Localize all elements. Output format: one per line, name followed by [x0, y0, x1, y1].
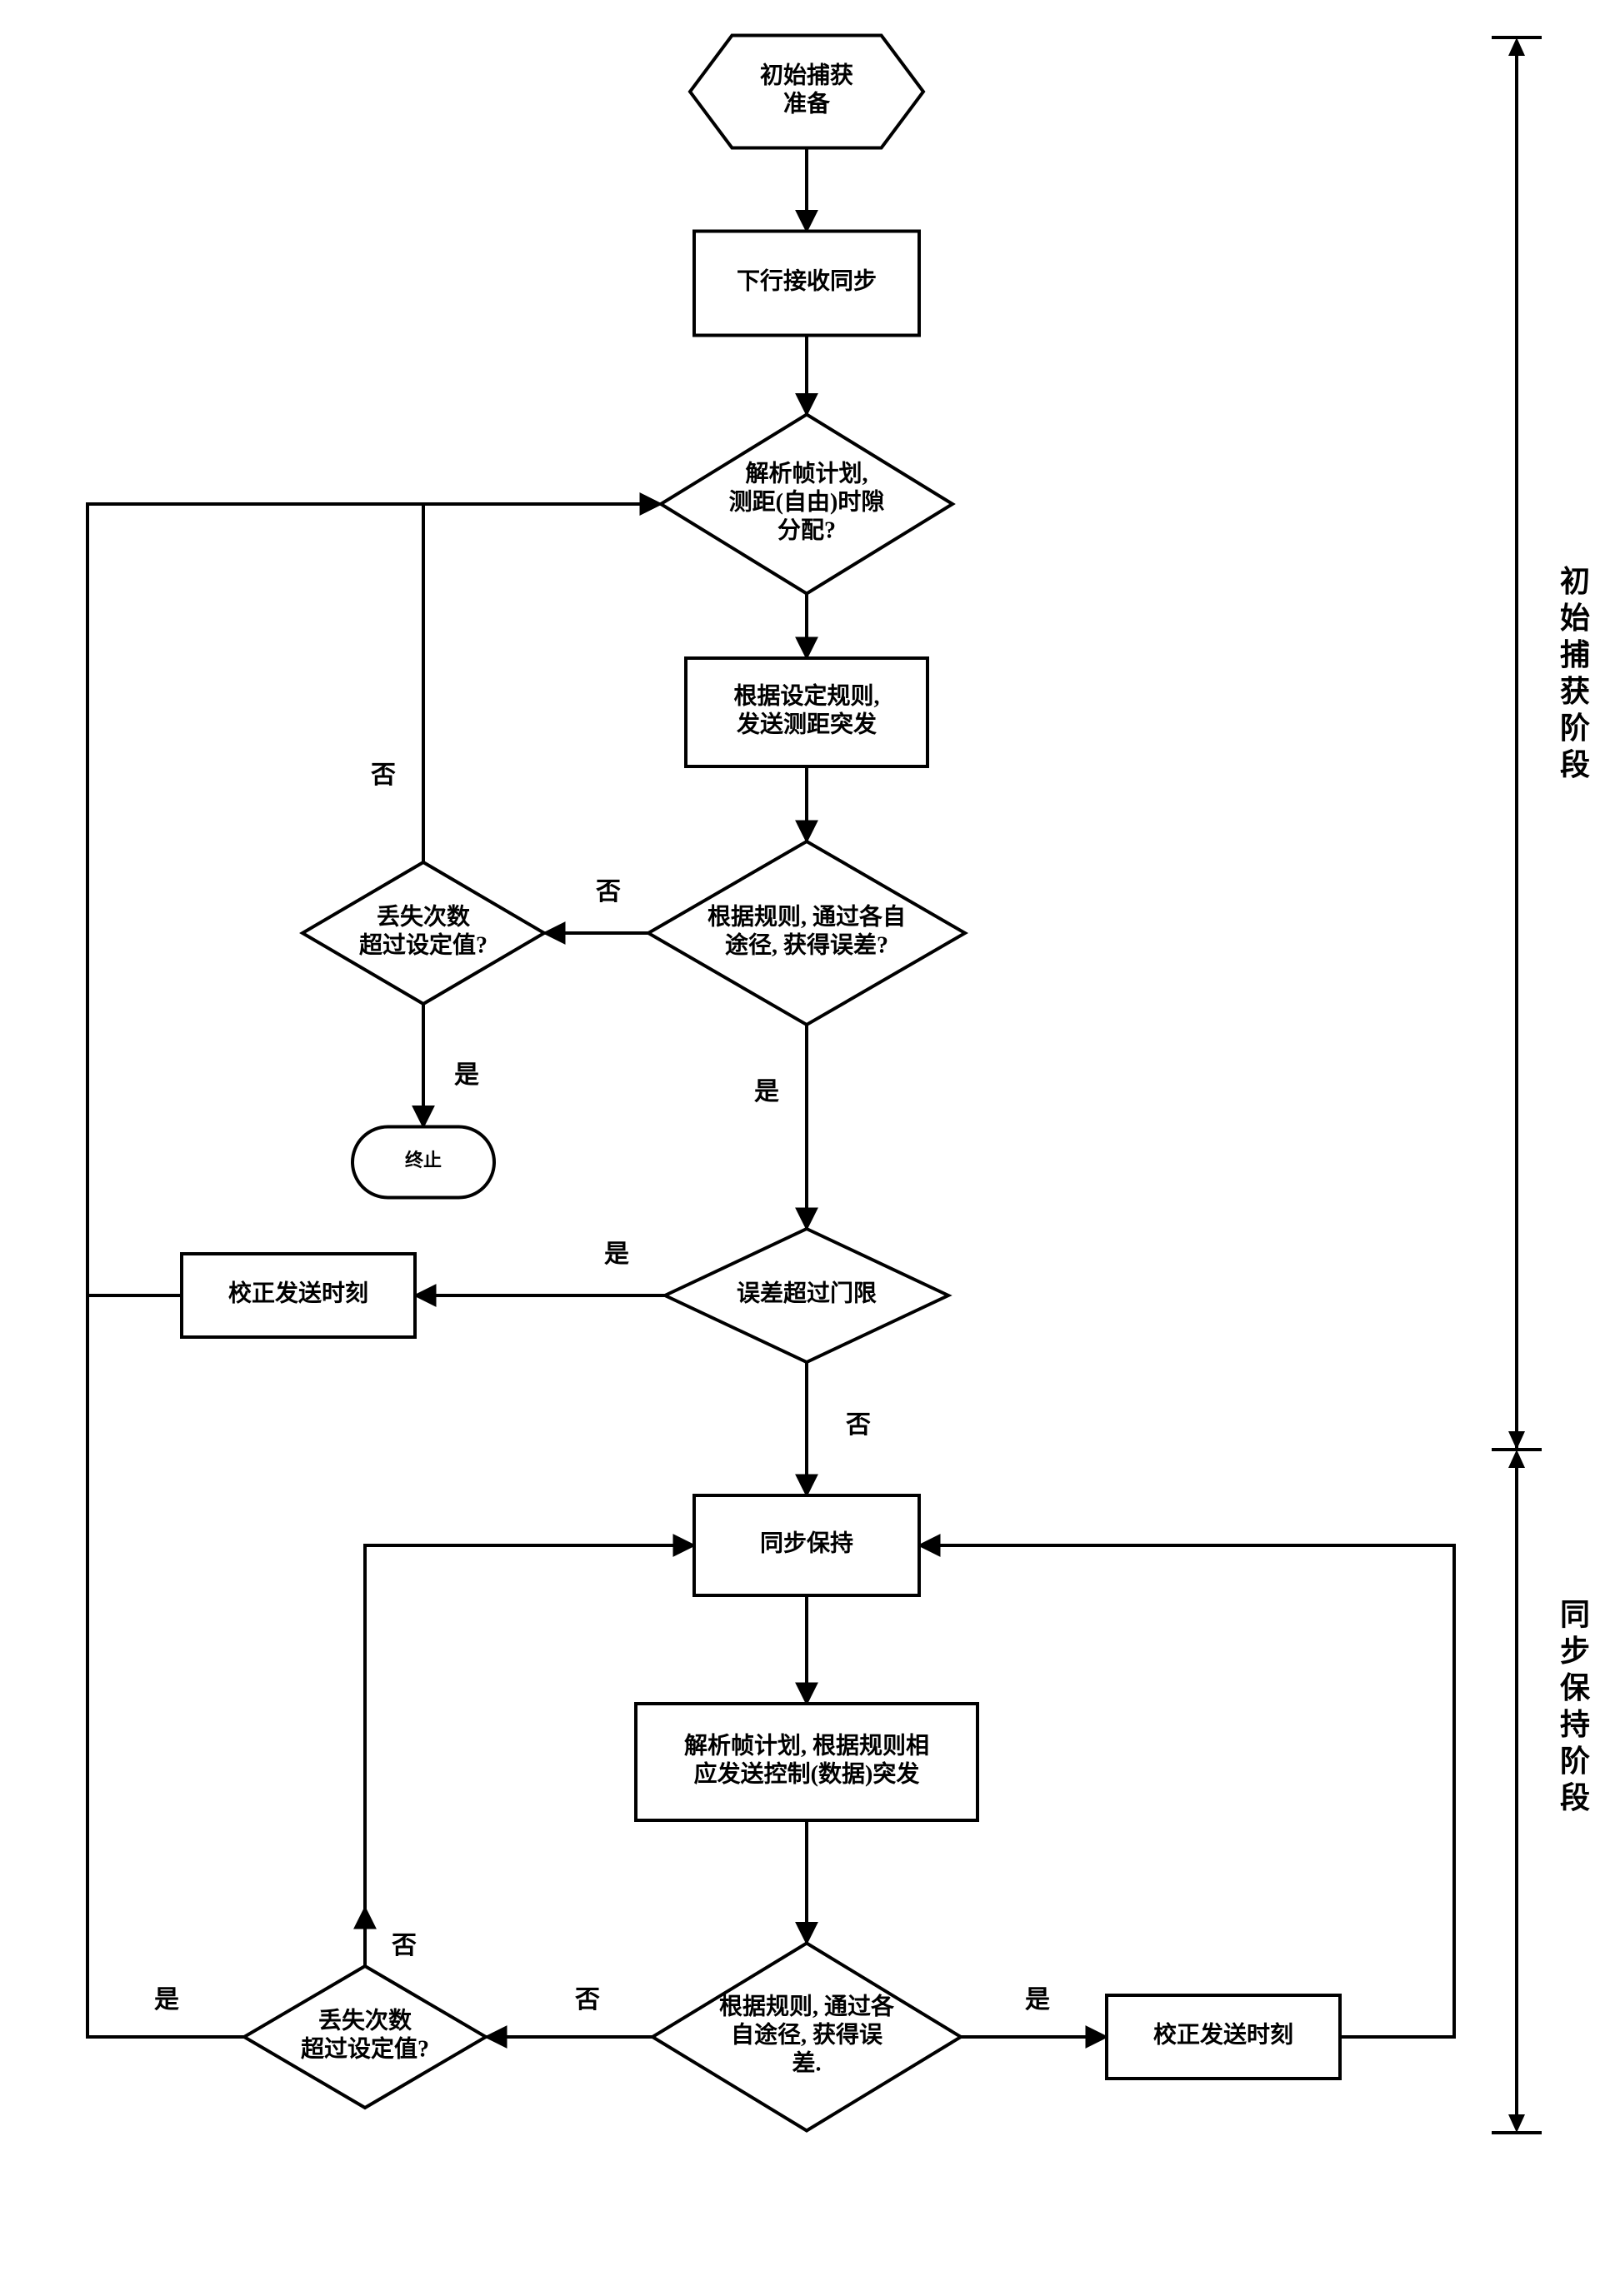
node-n12-line-2: 差. [792, 2049, 821, 2076]
node-n1-line-0: 初始捕获 [760, 62, 853, 88]
node-n7-line-0: 终止 [405, 1150, 442, 1170]
node-n4-line-1: 发送测距突发 [736, 710, 877, 737]
node-n3-line-1: 测距(自由)时隙 [729, 488, 885, 515]
node-n2: 下行接收同步 [694, 232, 919, 336]
poly-edge-label-3: 否 [392, 1932, 417, 1959]
phase-label-phase1-4: 阶 [1560, 711, 1590, 745]
phase-label-phase1-5: 段 [1560, 748, 1590, 781]
phase-label-phase1-2: 捕 [1560, 638, 1590, 671]
node-n13: 丢失次数超过设定值? [244, 1966, 486, 2108]
phase-label-phase2-1: 步 [1560, 1635, 1590, 1668]
node-n11-line-1: 应发送控制(数据)突发 [694, 1759, 920, 1787]
edge-label-12: 否 [575, 1986, 600, 2014]
poly-edge-label-5: 是 [154, 1986, 179, 2014]
node-n6: 丢失次数超过设定值? [302, 862, 544, 1004]
phase-arrow-mid-up [1508, 1431, 1525, 1450]
node-n13-line-0: 丢失次数 [318, 2007, 412, 2034]
phase-label-phase2-0: 同 [1560, 1598, 1590, 1631]
node-n12-line-1: 自途径, 获得误 [731, 2020, 883, 2048]
poly-edge-0 [423, 504, 661, 862]
node-n3-line-0: 解析帧计划, [745, 460, 868, 487]
edge-label-6: 是 [754, 1078, 779, 1106]
node-n1-line-1: 准备 [783, 90, 831, 117]
phase-arrow-mid-down [1508, 1450, 1525, 1468]
phase-label-phase1-1: 始 [1560, 601, 1590, 635]
edge-label-11: 是 [1025, 1986, 1050, 2014]
node-n8: 误差超过门限 [665, 1229, 948, 1362]
node-n4-line-0: 根据设定规则, [733, 681, 879, 709]
phase-label-phase1-0: 初 [1560, 565, 1590, 598]
node-n14: 校正发送时刻 [1107, 1995, 1340, 2079]
phase-arrow-top [1508, 37, 1525, 56]
node-n5: 根据规则, 通过各自途径, 获得误差? [648, 841, 965, 1025]
node-n3: 解析帧计划,测距(自由)时隙分配? [661, 415, 952, 594]
node-n10-line-0: 同步保持 [760, 1530, 853, 1556]
node-n9-line-0: 校正发送时刻 [228, 1279, 368, 1306]
node-n10: 同步保持 [694, 1495, 919, 1595]
node-n13-line-1: 超过设定值? [301, 2034, 429, 2062]
node-n14-line-0: 校正发送时刻 [1153, 2020, 1293, 2048]
node-n12: 根据规则, 通过各自途径, 获得误差. [652, 1944, 961, 2131]
node-n3-line-2: 分配? [778, 517, 836, 543]
node-n9: 校正发送时刻 [182, 1254, 415, 1337]
node-n6-line-0: 丢失次数 [377, 903, 471, 930]
node-n5-line-1: 途径, 获得误差? [725, 931, 888, 958]
poly-edge-2 [919, 1545, 1454, 2037]
phase-label-phase1-3: 获 [1560, 675, 1590, 708]
poly-edge-label-0: 否 [371, 761, 396, 789]
edge-label-4: 否 [596, 878, 621, 906]
node-n4: 根据设定规则,发送测距突发 [686, 658, 928, 766]
phase-label-phase2-3: 持 [1560, 1708, 1590, 1741]
node-n5-line-0: 根据规则, 通过各自 [708, 902, 906, 930]
node-n12-line-0: 根据规则, 通过各 [719, 1992, 895, 2019]
node-n2-line-0: 下行接收同步 [737, 267, 877, 294]
edge-label-7: 是 [604, 1240, 629, 1268]
node-n6-line-1: 超过设定值? [359, 931, 488, 958]
node-n11-line-0: 解析帧计划, 根据规则相 [684, 1732, 929, 1759]
edge-label-8: 否 [846, 1411, 871, 1439]
edge-label-5: 是 [454, 1061, 479, 1089]
node-n8-line-0: 误差超过门限 [737, 1279, 877, 1306]
node-n11: 解析帧计划, 根据规则相应发送控制(数据)突发 [636, 1704, 978, 1820]
phase-label-phase2-5: 段 [1560, 1781, 1590, 1814]
node-n7: 终止 [352, 1127, 494, 1198]
node-n1: 初始捕获准备 [690, 36, 923, 148]
phase-label-phase2-2: 保 [1560, 1671, 1591, 1705]
phase-label-phase2-4: 阶 [1560, 1744, 1590, 1778]
phase-arrow-bottom [1508, 2114, 1525, 2133]
